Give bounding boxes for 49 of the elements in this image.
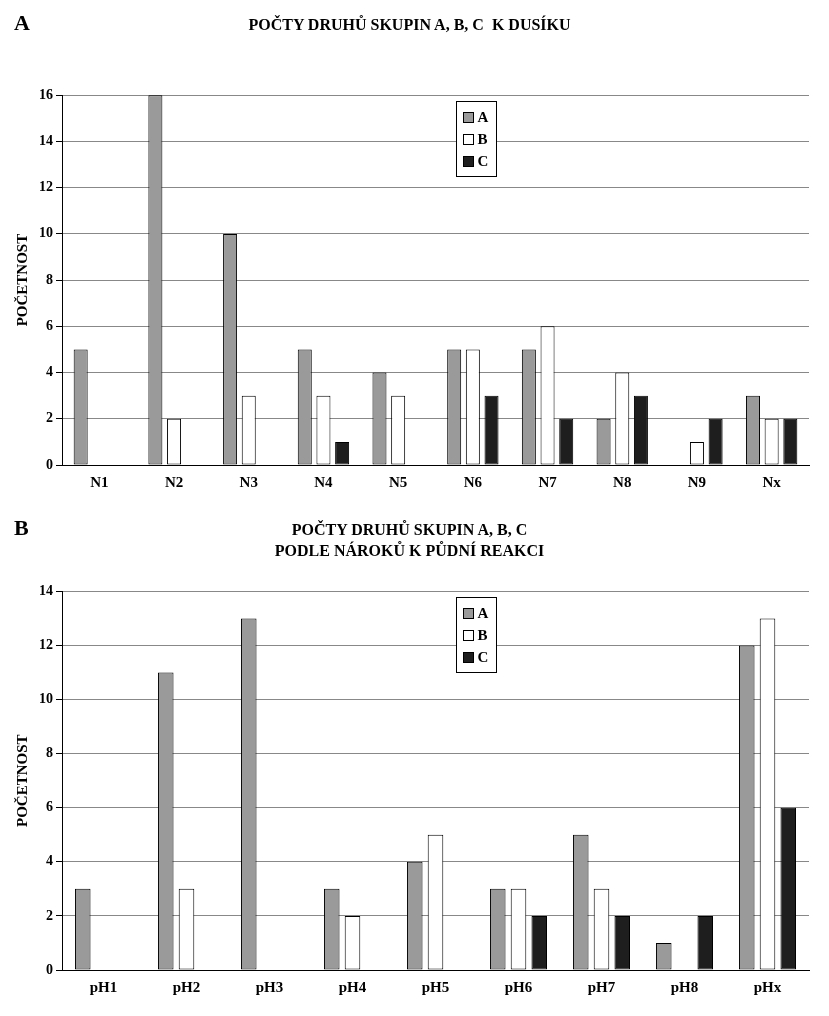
x-tick-label: pH3 bbox=[255, 978, 284, 995]
x-tick-label: pH6 bbox=[504, 978, 533, 995]
y-tick-label: 10 bbox=[39, 691, 53, 707]
y-axis-title: POČETNOST bbox=[13, 233, 30, 327]
x-tick-label: N2 bbox=[164, 473, 184, 490]
chart-subtitle: PODLE NÁROKŮ K PŮDNÍ REAKCI bbox=[274, 540, 545, 559]
legend-label: A bbox=[477, 604, 489, 624]
y-tick-label: 14 bbox=[39, 133, 53, 149]
y-tick-label: 8 bbox=[46, 271, 53, 287]
chart-title: POČTY DRUHŮ SKUPIN A, B, C K DUSÍKU bbox=[248, 14, 571, 33]
x-tick-label: pH8 bbox=[670, 978, 699, 995]
legend-label: B bbox=[477, 626, 488, 646]
legend-label: B bbox=[477, 130, 488, 150]
legend-label: C bbox=[477, 648, 489, 668]
x-tick-label: N1 bbox=[90, 473, 109, 490]
y-tick-label: 2 bbox=[46, 410, 53, 426]
x-tick-label: pHx bbox=[753, 978, 782, 995]
y-tick-label: 4 bbox=[46, 364, 53, 380]
y-tick-label: 2 bbox=[46, 907, 53, 923]
y-axis-title: POČETNOST bbox=[13, 734, 30, 827]
y-tick-label: 12 bbox=[39, 637, 53, 653]
x-tick-label: pH5 bbox=[421, 978, 450, 995]
text: A bbox=[14, 10, 30, 36]
y-tick-label: 6 bbox=[46, 799, 53, 815]
y-tick-label: 4 bbox=[46, 853, 53, 869]
y-tick-label: 10 bbox=[39, 225, 53, 241]
x-tick-label: Nx bbox=[762, 473, 782, 490]
y-tick-label: 14 bbox=[39, 583, 53, 599]
y-tick-label: 16 bbox=[39, 86, 53, 102]
text: B bbox=[14, 515, 29, 541]
legend-label: C bbox=[477, 152, 489, 172]
x-tick-label: N9 bbox=[687, 473, 707, 490]
x-tick-label: pH1 bbox=[89, 978, 118, 995]
y-tick-label: 6 bbox=[46, 317, 53, 333]
y-tick-label: 0 bbox=[46, 961, 53, 977]
x-tick-label: pH7 bbox=[587, 978, 616, 995]
x-tick-label: N8 bbox=[613, 473, 632, 490]
chart-title: POČTY DRUHŮ SKUPIN A, B, C bbox=[291, 519, 528, 538]
y-tick-label: 0 bbox=[46, 456, 53, 472]
x-tick-label: N7 bbox=[538, 473, 558, 490]
x-tick-label: pH2 bbox=[172, 978, 201, 995]
x-tick-label: N6 bbox=[463, 473, 483, 490]
y-tick-label: 12 bbox=[39, 179, 53, 195]
legend-label: A bbox=[477, 108, 489, 128]
x-tick-label: N5 bbox=[388, 473, 408, 490]
x-tick-label: pH4 bbox=[338, 978, 367, 995]
x-tick-label: N4 bbox=[314, 473, 334, 490]
y-tick-label: 8 bbox=[46, 745, 53, 761]
x-tick-label: N3 bbox=[239, 473, 258, 490]
